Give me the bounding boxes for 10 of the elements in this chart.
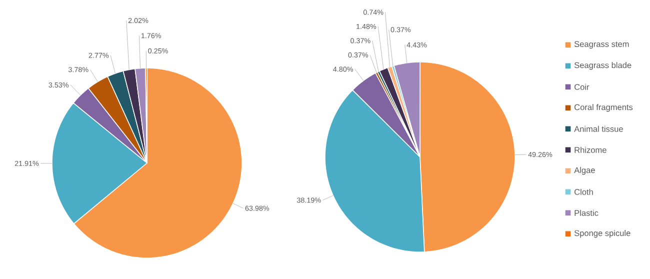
- legend-label: Plastic: [574, 210, 598, 216]
- legend-label: Coral fragments: [574, 104, 633, 112]
- legend-label: Sponge spicule: [574, 230, 630, 238]
- legend-label: Cloth: [574, 188, 593, 195]
- legend-label: Algae: [574, 167, 595, 175]
- legend-label: Coir: [574, 84, 590, 90]
- legend-label: Seagrass stem: [574, 41, 629, 49]
- legend-label: Animal tissue: [574, 126, 623, 132]
- legend-label: Seagrass blade: [574, 62, 632, 70]
- legend-label: Rhizome: [574, 146, 606, 153]
